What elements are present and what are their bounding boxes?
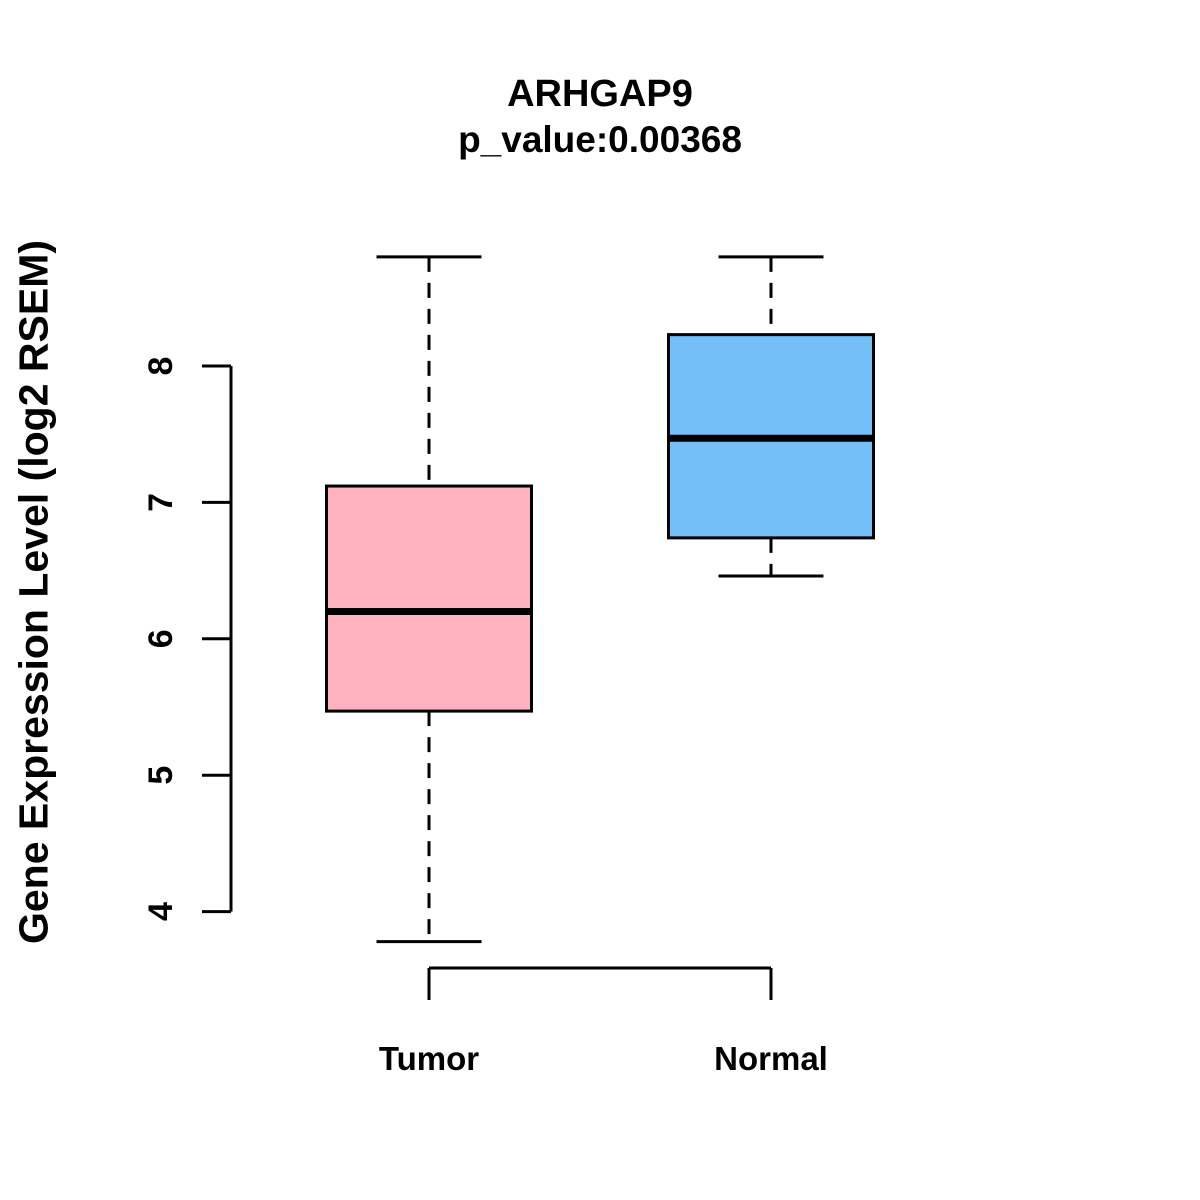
y-tick-label: 8 — [142, 357, 180, 376]
y-tick-label: 6 — [142, 629, 180, 648]
y-tick-label: 5 — [142, 766, 180, 785]
box-tumor — [325, 484, 533, 713]
x-tick-label-tumor: Tumor — [378, 1040, 480, 1077]
chart-title: ARHGAP9 — [507, 73, 693, 115]
y-tick-label: 7 — [142, 493, 180, 512]
chart-subtitle: p_value:0.00368 — [458, 119, 742, 160]
x-tick-label-normal: Normal — [714, 1040, 828, 1077]
title-block: ARHGAP9 p_value:0.00368 — [0, 72, 1200, 163]
y-tick-label: 4 — [142, 902, 180, 921]
